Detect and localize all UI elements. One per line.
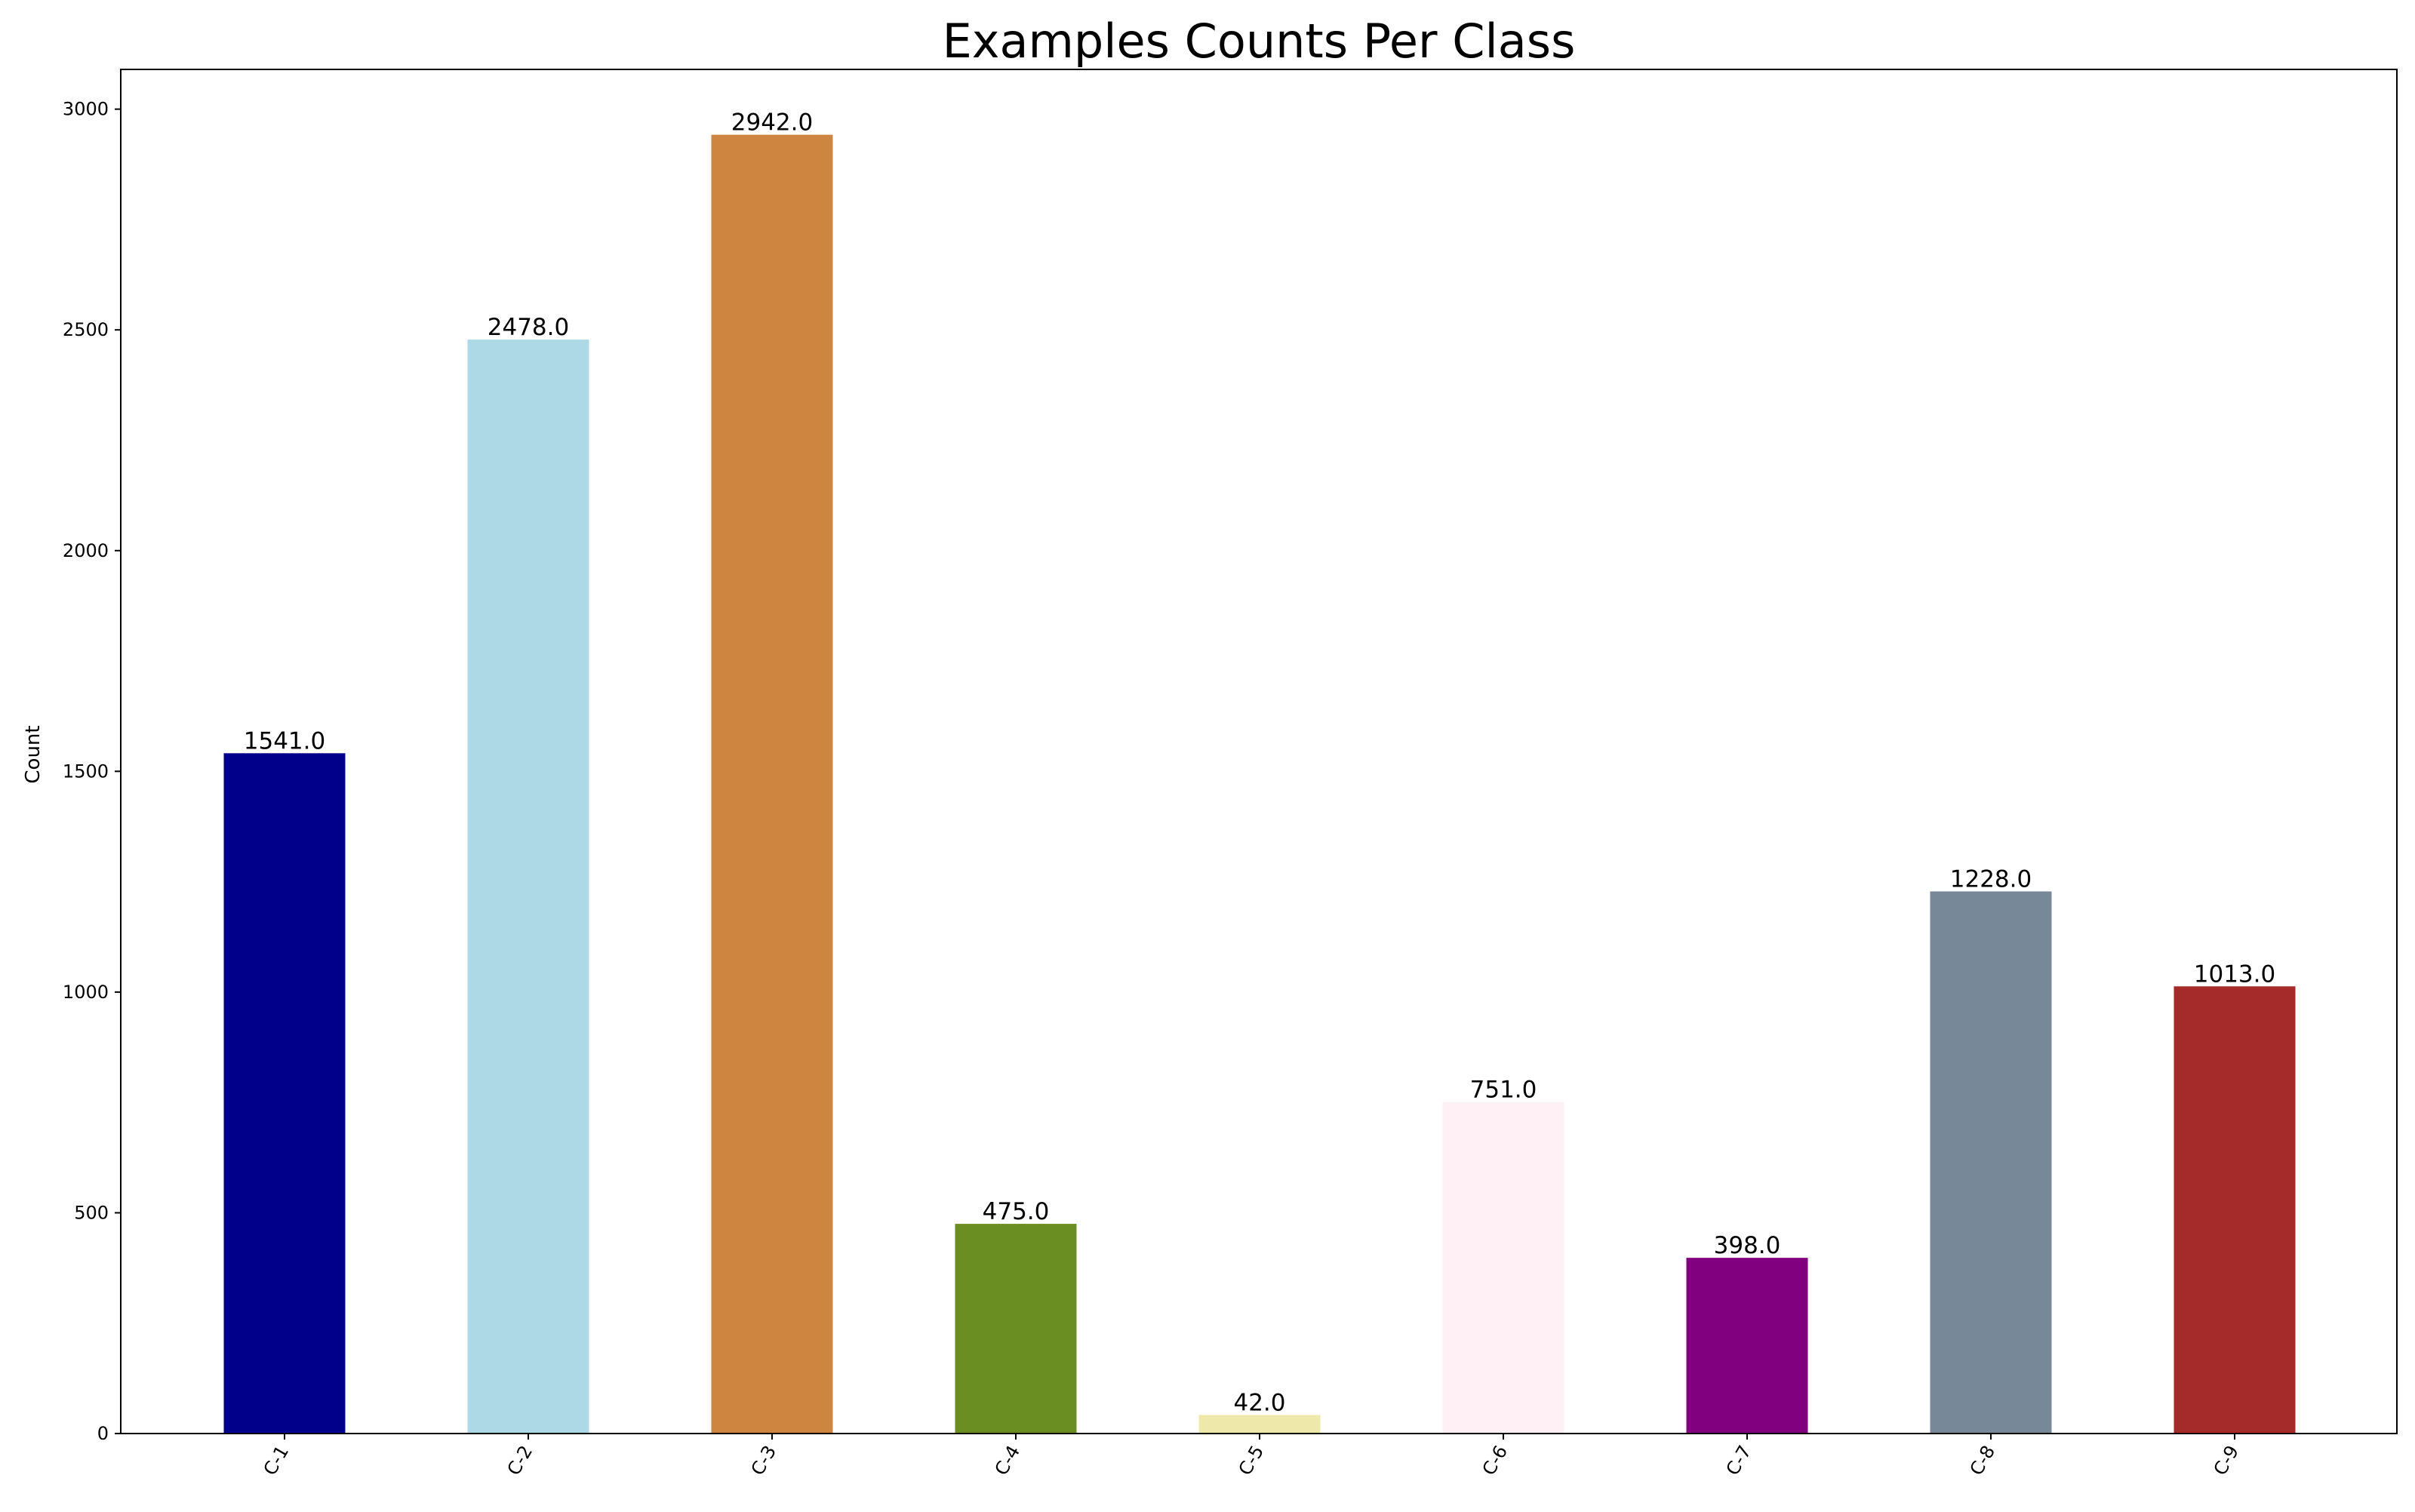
y-axis-label: Count [22, 725, 45, 783]
y-tick-label: 3000 [63, 99, 109, 120]
bar-c-1 [223, 753, 346, 1434]
x-tick-label-c-8: C-8 [1966, 1442, 2000, 1479]
value-label-c-1: 1541.0 [244, 727, 325, 754]
value-label-c-6: 751.0 [1470, 1077, 1537, 1104]
bar-c-5 [1198, 1415, 1321, 1434]
bar-c-8 [1930, 891, 2052, 1434]
bar-c-6 [1442, 1102, 1564, 1434]
y-tick-label: 1000 [63, 982, 109, 1003]
y-tick-label: 0 [97, 1423, 109, 1444]
value-label-c-8: 1228.0 [1950, 865, 2032, 893]
bars-layer [223, 134, 2296, 1434]
x-tick-label-c-1: C-1 [260, 1442, 294, 1479]
x-tick-label-c-7: C-7 [1722, 1442, 1756, 1479]
y-tick-label: 500 [74, 1202, 109, 1223]
value-label-c-3: 2942.0 [731, 109, 813, 137]
bar-c-3 [711, 134, 833, 1434]
y-tick-label: 1500 [63, 761, 109, 782]
x-tick-label-c-3: C-3 [747, 1442, 781, 1479]
y-tick-label: 2000 [63, 540, 109, 561]
plot-frame [120, 69, 2398, 1434]
value-label-c-9: 1013.0 [2194, 960, 2275, 988]
y-tick-label: 2500 [63, 319, 109, 340]
chart-title: Examples Counts Per Class [943, 14, 1576, 69]
x-tick-label-c-6: C-6 [1478, 1442, 1512, 1479]
x-tick-label-c-4: C-4 [991, 1442, 1025, 1479]
x-tick-label-c-9: C-9 [2210, 1442, 2244, 1479]
value-labels-layer: 1541.0 2478.0 2942.0 475.0 42.0 751.0 398.0 122… [244, 109, 2275, 1417]
value-label-c-4: 475.0 [983, 1198, 1050, 1225]
value-label-c-2: 2478.0 [488, 314, 569, 341]
bar-c-7 [1686, 1258, 1808, 1434]
bar-c-9 [2174, 986, 2296, 1434]
value-label-c-5: 42.0 [1233, 1389, 1285, 1416]
x-tick-label-c-5: C-5 [1235, 1442, 1269, 1479]
y-axis: 0 500 1000 1500 2000 2500 3000 [63, 99, 121, 1444]
value-label-c-7: 398.0 [1714, 1232, 1781, 1259]
bar-c-4 [955, 1224, 1077, 1434]
x-tick-label-c-2: C-2 [503, 1442, 537, 1479]
x-axis: C-1 C-2 C-3 C-4 C-5 C-6 C-7 C-8 C-9 [260, 1434, 2244, 1479]
bar-c-2 [467, 340, 589, 1434]
